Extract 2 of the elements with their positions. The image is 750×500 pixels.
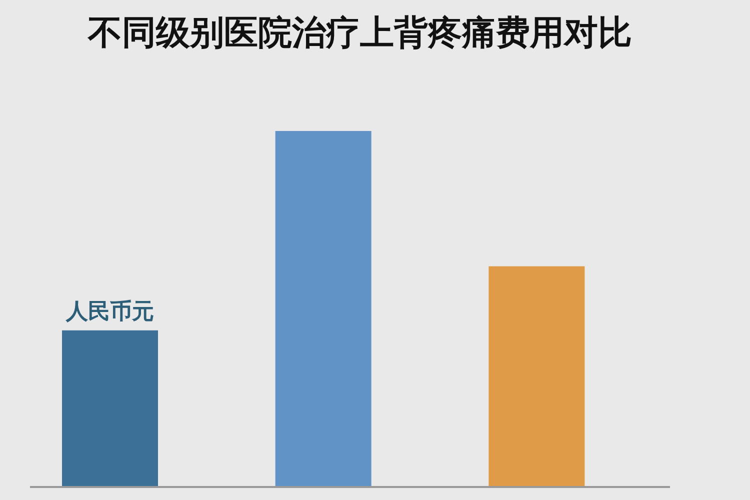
chart-title: 不同级别医院治疗上背疼痛费用对比: [87, 14, 632, 52]
annotation: 人民币元: [65, 298, 154, 324]
